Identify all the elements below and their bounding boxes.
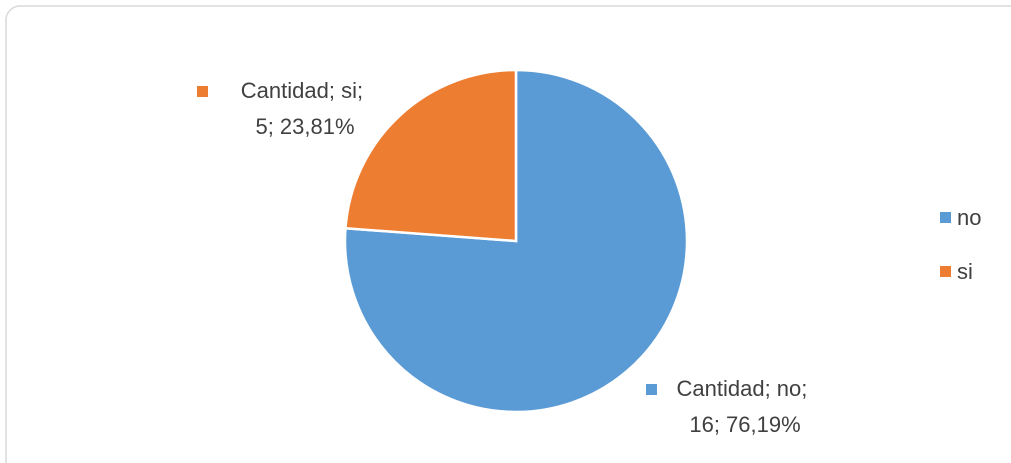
legend-marker: [940, 266, 951, 277]
label-marker: [646, 384, 657, 395]
pie: [343, 68, 689, 414]
legend-label: no: [957, 205, 981, 230]
data-label: Cantidad; si; 5; 23,81%: [241, 78, 369, 139]
legend-label: si: [957, 259, 973, 284]
legend-marker: [940, 212, 951, 223]
label-marker: [197, 86, 208, 97]
pie-slice: [344, 68, 518, 243]
legend: no si: [940, 205, 981, 284]
data-labels: Cantidad; no; 16; 76,19% Cantidad; si; 5;…: [197, 78, 813, 437]
data-label: Cantidad; no; 16; 76,19%: [677, 376, 814, 437]
